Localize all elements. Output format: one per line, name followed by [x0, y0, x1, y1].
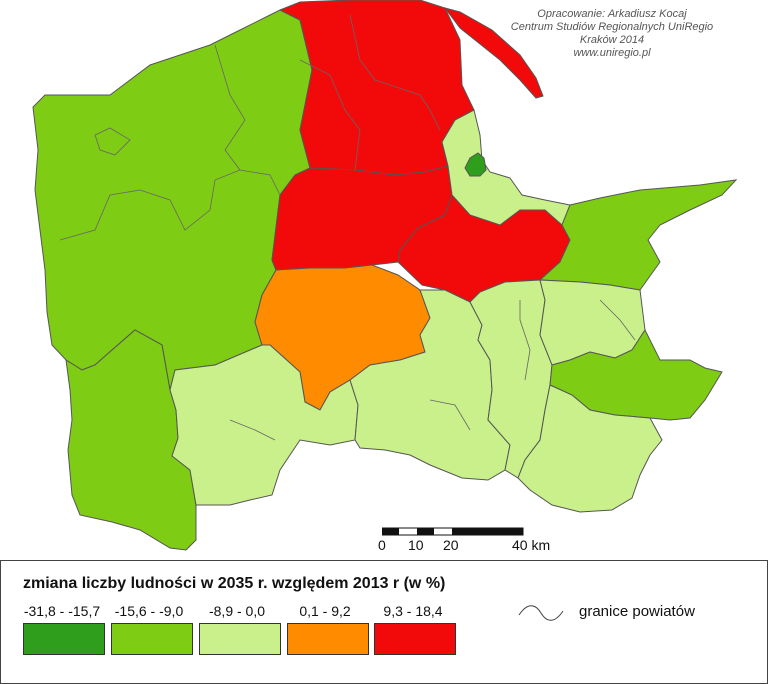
map-credits: Opracowanie: Arkadiusz Kocaj Centrum Stu…: [482, 8, 742, 60]
border-line-icon: [518, 605, 564, 621]
legend-class-label-5: 9,3 - 18,4: [383, 603, 443, 619]
choropleth-map: [32, 0, 738, 551]
legend-border-label: granice powiatów: [579, 603, 695, 620]
legend-swatch-4: [287, 623, 369, 655]
legend-class-label-1: -31,8 - -15,7: [23, 603, 101, 619]
credit-place-year: Kraków 2014: [579, 34, 645, 46]
region-hel-spit: [443, 7, 544, 99]
region-far-south-east: [517, 384, 663, 513]
legend-swatch-5: [374, 623, 456, 655]
scale-label-40km: 40 km: [512, 537, 551, 553]
legend-class-label-3: -8,9 - 0,0: [208, 603, 266, 619]
map-legend: zmiana liczby ludności w 2035 r. względe…: [0, 560, 768, 684]
scale-bar: [382, 527, 524, 536]
legend-title: zmiana liczby ludności w 2035 r. względe…: [23, 575, 446, 592]
legend-swatch-3: [199, 623, 281, 655]
scale-label-0: 0: [378, 537, 386, 553]
region-north-east: [538, 179, 738, 291]
legend-swatch-2: [111, 623, 193, 655]
scale-label-10: 10: [408, 537, 424, 553]
municipal-border-lines: [59, 14, 636, 441]
legend-class-label-2: -15,6 - -9,0: [114, 603, 184, 619]
region-south-central: [169, 344, 359, 506]
credit-institution: Centrum Studiów Regionalnych UniRegio: [510, 21, 714, 33]
scale-label-20: 20: [443, 537, 459, 553]
credit-author: Opracowanie: Arkadiusz Kocaj: [537, 8, 687, 20]
legend-swatch-1: [23, 623, 105, 655]
region-tricity: [441, 109, 571, 226]
legend-class-label-4: 0,1 - 9,2: [299, 603, 351, 619]
region-city-dark: [464, 152, 487, 177]
credit-website: www.uniregio.pl: [573, 47, 651, 59]
